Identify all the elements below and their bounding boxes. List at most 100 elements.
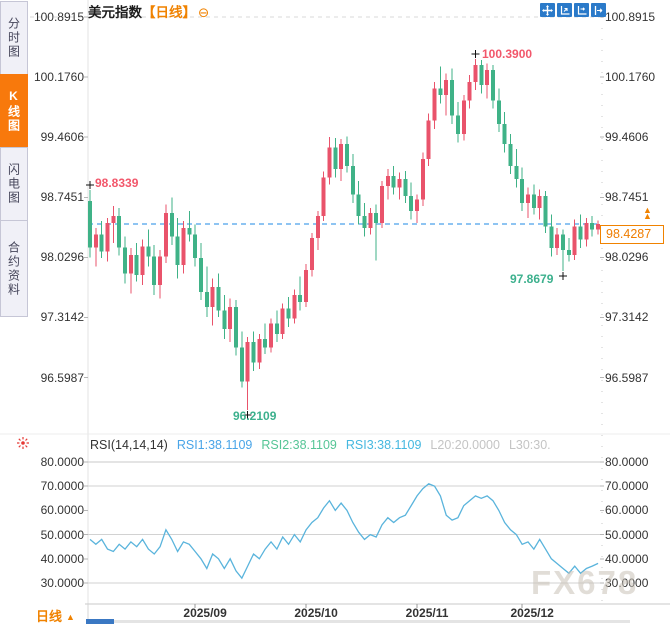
rsi-l20-level: L20:20.0000 xyxy=(430,438,500,452)
candle-body xyxy=(444,80,449,96)
candle-body xyxy=(455,115,460,134)
candle-body xyxy=(496,100,501,124)
sidebar-item-contract-info[interactable]: 合约资料 xyxy=(0,220,28,317)
candle-body xyxy=(245,342,250,382)
candle-body xyxy=(123,247,128,274)
candle-body xyxy=(403,179,408,197)
zoom-axes-icon[interactable] xyxy=(557,3,572,17)
candle-body xyxy=(473,65,478,82)
timeframe-tab-label: 日线 xyxy=(36,609,63,624)
go-to-latest-icon[interactable] xyxy=(591,3,606,17)
candle-body xyxy=(520,179,525,203)
candle-body xyxy=(309,238,314,270)
timeframe-tag: 【日线】 xyxy=(142,5,196,20)
candle-body xyxy=(304,269,309,302)
candle-body xyxy=(251,342,256,363)
candle-body xyxy=(269,323,274,348)
candle-body xyxy=(409,196,414,212)
rsi-indicator-name: RSI(14,14,14) xyxy=(90,438,168,452)
sidebar-item-lightning-chart[interactable]: 闪电图 xyxy=(0,147,28,221)
candle-body xyxy=(362,216,367,228)
candle-body xyxy=(566,249,571,255)
scale-axes-icon[interactable] xyxy=(574,3,589,17)
candle-body xyxy=(426,120,431,160)
candle-body xyxy=(333,147,338,170)
candle-body xyxy=(140,246,145,276)
candle-body xyxy=(415,199,420,212)
candle-body xyxy=(391,175,396,188)
candle-body xyxy=(128,254,133,274)
candle-body xyxy=(222,310,227,329)
chart-title: 美元指数【日线】 ⊖ xyxy=(88,1,209,21)
candle-body xyxy=(210,286,215,307)
candle-body xyxy=(152,256,157,286)
candle-body xyxy=(374,212,379,223)
candle-body xyxy=(88,201,92,248)
candle-body xyxy=(531,194,536,208)
current-price-badge: 98.4287 xyxy=(600,225,664,244)
candle-body xyxy=(490,70,495,101)
candle-body xyxy=(146,246,151,257)
candle-body xyxy=(163,212,168,257)
candle-body xyxy=(158,256,163,286)
candle-body xyxy=(298,295,303,302)
candle-body xyxy=(198,258,203,292)
candle-body xyxy=(549,226,554,249)
candle-body xyxy=(590,222,595,230)
candle-body xyxy=(572,226,577,255)
candle-body xyxy=(397,179,402,188)
candle-body xyxy=(105,222,110,252)
annotation-low-price: 97.8679 xyxy=(510,272,554,286)
candle-body xyxy=(181,227,186,265)
candle-body xyxy=(263,338,268,348)
candle-body xyxy=(315,216,320,239)
candle-body xyxy=(111,216,116,223)
candle-body xyxy=(204,291,209,307)
timeframe-tab-daily[interactable]: 日线 ▲ xyxy=(36,606,75,625)
candle-body xyxy=(344,143,349,166)
chart-toolbar xyxy=(540,3,606,17)
candle-body xyxy=(321,177,326,217)
rsi-legend: RSI(14,14,14) RSI1:38.1109 RSI2:38.1109 RSI… xyxy=(90,438,560,452)
candle-body xyxy=(584,222,589,240)
chevron-up-icon: ▲ xyxy=(66,612,75,622)
candle-body xyxy=(420,159,425,200)
candle-body xyxy=(467,81,472,101)
candle-body xyxy=(216,286,221,311)
candle-body xyxy=(508,143,513,166)
annotation-high-price: 98.8339 xyxy=(95,176,139,190)
horizontal-scrollbar-thumb[interactable] xyxy=(86,619,114,624)
candle-body xyxy=(561,234,566,250)
candle-body xyxy=(432,88,437,121)
candle-body xyxy=(169,212,174,237)
sidebar-item-kline-chart[interactable]: K线图 xyxy=(0,74,28,148)
collapse-icon[interactable]: ⊖ xyxy=(198,5,210,20)
candle-body xyxy=(286,308,291,319)
candle-body xyxy=(380,185,384,223)
horizontal-scrollbar-track[interactable] xyxy=(88,620,630,623)
instrument-name: 美元指数 xyxy=(88,5,142,20)
candle-body xyxy=(438,88,443,96)
annotation-bottom-price: 96.2109 xyxy=(233,409,277,423)
candle-body xyxy=(99,234,104,252)
candle-body xyxy=(485,70,490,86)
candle-body xyxy=(117,216,122,248)
sidebar-item-time-chart[interactable]: 分时图 xyxy=(0,1,28,75)
candle-body xyxy=(292,295,297,319)
indicator-settings-icon[interactable] xyxy=(16,436,30,455)
candle-body xyxy=(274,323,279,334)
rsi2-value: RSI2:38.1109 xyxy=(261,438,337,452)
rsi3-value: RSI3:38.1109 xyxy=(345,438,422,452)
candle-body xyxy=(514,165,519,180)
rsi-line xyxy=(89,483,599,580)
candle-body xyxy=(175,236,180,265)
candle-body xyxy=(555,234,560,249)
candle-body xyxy=(193,234,198,259)
candle-body xyxy=(339,143,344,170)
candle-body xyxy=(578,226,583,240)
candle-body xyxy=(356,194,361,217)
pan-icon[interactable] xyxy=(540,3,555,17)
candle-body xyxy=(479,65,484,86)
candle-body xyxy=(526,194,530,203)
